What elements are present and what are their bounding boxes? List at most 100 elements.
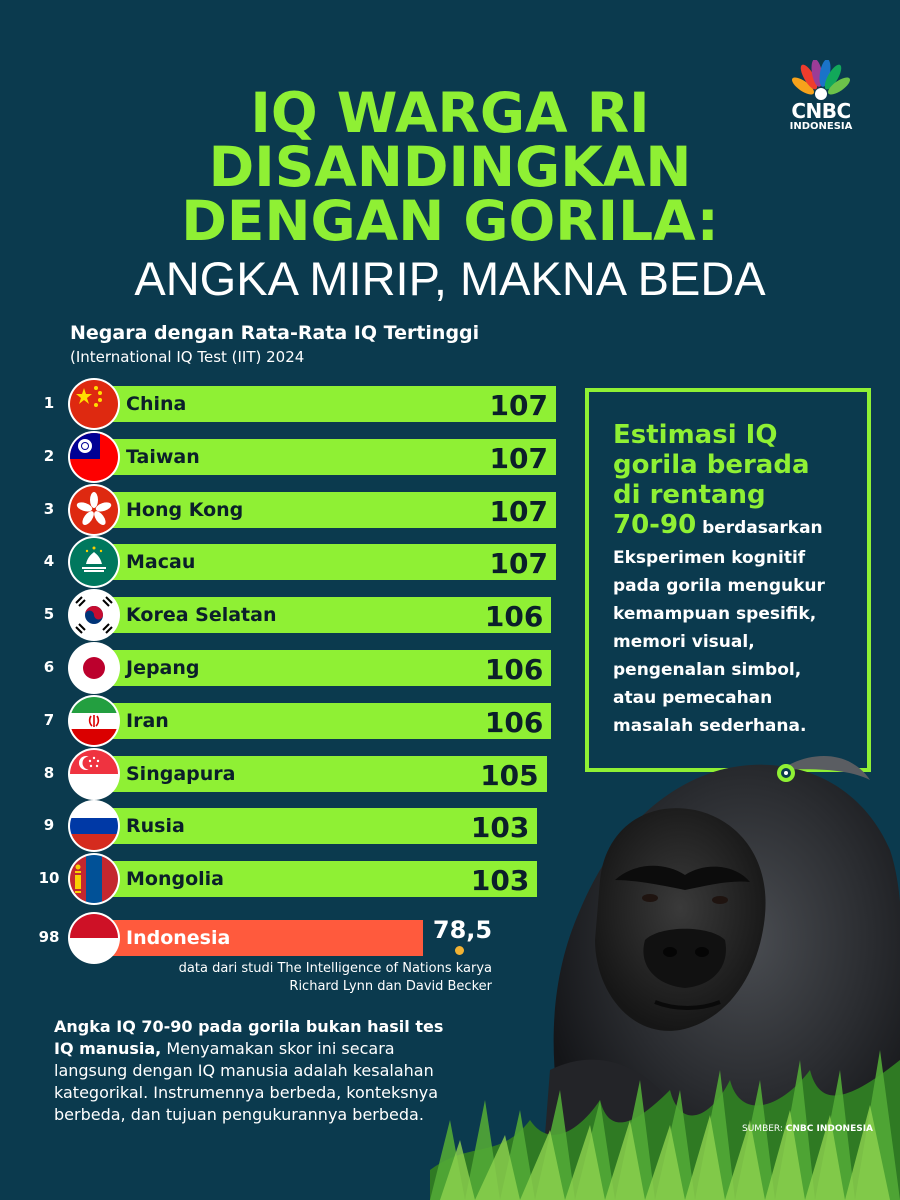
- bar: [86, 650, 552, 686]
- info-body-4: memori visual,: [613, 632, 755, 652]
- info-headline-3: di rentang: [613, 480, 766, 510]
- bottom-lead: Angka IQ 70-90 pada gorila bukan hasil t…: [54, 1017, 444, 1058]
- chart-title: Negara dengan Rata-Rata IQ Tertinggi: [70, 322, 480, 344]
- title-line-3: DENGAN GORILA:: [181, 189, 719, 253]
- rank-label: 6: [43, 658, 55, 676]
- flag-south-korea-icon: [70, 591, 118, 640]
- value-label: 106: [484, 653, 544, 686]
- category-label: Iran: [126, 709, 169, 732]
- rank-label: 5: [43, 605, 55, 624]
- flag-japan-icon: [70, 644, 118, 692]
- header: IQ WARGA RI DISANDINGKAN DENGAN GORILA: …: [40, 86, 860, 308]
- flag-indonesia-icon: [70, 914, 118, 962]
- bar-row-indonesia: 98 Indonesia 78,5: [0, 914, 560, 962]
- chart-source-note: data dari studi The Intelligence of Nati…: [120, 960, 492, 996]
- bar: [86, 808, 538, 845]
- value-label: 107: [489, 494, 548, 528]
- bar-row-korea-selatan: 5 Korea Selatan 106: [0, 591, 560, 640]
- bar-row-china: 1 China 107: [0, 380, 560, 428]
- category-label: Macau: [126, 551, 196, 574]
- bar: [86, 702, 552, 739]
- flag-taiwan-icon: [70, 432, 118, 481]
- bottom-body: Menyamakan skor ini secara langsung deng…: [54, 1039, 439, 1124]
- bottom-explanation: Angka IQ 70-90 pada gorila bukan hasil t…: [54, 1016, 464, 1126]
- bar-row-macau: 4 Macau 107: [0, 538, 560, 587]
- category-label: Rusia: [126, 815, 185, 838]
- category-label: Indonesia: [126, 927, 231, 949]
- flag-iran-icon: [70, 696, 118, 745]
- gorilla-photo: [430, 756, 900, 1200]
- source-note-line-2: Richard Lynn dan David Becker: [289, 979, 492, 994]
- rank-label: 4: [43, 552, 55, 571]
- title-line-1: IQ WARGA RI: [250, 81, 650, 145]
- chart-subtitle: (International IQ Test (IIT) 2024: [70, 348, 305, 366]
- flag-china-icon: [70, 380, 118, 428]
- category-label: Taiwan: [126, 445, 200, 468]
- category-label: Korea Selatan: [126, 604, 277, 627]
- value-label: 107: [489, 441, 548, 475]
- rank-label: 2: [43, 446, 55, 465]
- bar-row-singapura: 8 Singapura 105: [0, 749, 560, 798]
- rank-label: 7: [43, 710, 55, 729]
- info-body-5: pengenalan simbol,: [613, 660, 802, 680]
- info-headline-1: Estimasi IQ: [613, 420, 778, 450]
- bar: [86, 386, 556, 422]
- bar: [86, 544, 556, 581]
- gorila-info-box: Estimasi IQ gorila berada di rentang 70-…: [585, 388, 871, 772]
- info-body-6: atau pemecahan: [613, 688, 773, 708]
- value-label: 107: [489, 389, 548, 422]
- category-label: Hong Kong: [126, 498, 244, 521]
- value-label: 106: [484, 600, 544, 634]
- bar-row-rusia: 9 Rusia 103: [0, 802, 560, 851]
- bar-row-taiwan: 2 Taiwan 107: [0, 432, 560, 481]
- info-body-7: masalah sederhana.: [613, 716, 807, 736]
- flag-russia-icon: [70, 802, 118, 851]
- category-label: Jepang: [126, 657, 200, 679]
- bar: [86, 755, 547, 792]
- info-range-line: 70-90 berdasarkan: [613, 510, 847, 544]
- info-range-tail: berdasarkan: [696, 518, 823, 538]
- rank-label: 98: [38, 928, 60, 946]
- flag-macau-icon: [70, 538, 118, 587]
- credit-source: CNBC INDONESIA: [785, 1124, 874, 1134]
- rank-label: 1: [43, 394, 55, 412]
- flag-singapore-icon: [70, 749, 118, 798]
- value-label: 103: [470, 864, 530, 898]
- info-range: 70-90: [613, 510, 697, 540]
- bar-chart: 1 China 107 2 Taiwan 107 3 Hong Kong 107 4 Macau 10…: [0, 380, 560, 980]
- rank-label: 8: [43, 763, 55, 782]
- flag-hong-kong-icon: [70, 485, 118, 534]
- bar: [86, 438, 556, 475]
- category-label: Singapura: [126, 762, 236, 785]
- source-credit: SUMBER: CNBC INDONESIA: [742, 1124, 873, 1134]
- info-body-1: Eksperimen kognitif: [613, 548, 806, 568]
- bar-row-hong-kong: 3 Hong Kong 107: [0, 485, 560, 534]
- logo-subtext: INDONESIA: [789, 121, 853, 132]
- title-line-2: DISANDINGKAN: [208, 135, 692, 199]
- value-label: 105: [480, 758, 539, 792]
- bar: [86, 920, 423, 956]
- bar-row-mongolia: 10 Mongolia 103: [0, 855, 560, 904]
- subtitle: ANGKA MIRIP, MAKNA BEDA: [134, 252, 766, 305]
- category-label: Mongolia: [126, 868, 224, 891]
- credit-label: SUMBER:: [742, 1124, 786, 1134]
- bar: [86, 861, 538, 898]
- value-label: 107: [489, 547, 548, 581]
- rank-label: 9: [43, 816, 55, 835]
- source-note-line-1: data dari studi The Intelligence of Nati…: [178, 961, 492, 976]
- bar-row-iran: 7 Iran 106: [0, 696, 560, 745]
- bar: [86, 597, 552, 634]
- info-body-2: pada gorila mengukur: [613, 576, 825, 596]
- rank-label: 3: [43, 499, 55, 518]
- peacock-icon: [791, 60, 851, 100]
- value-label: 106: [484, 705, 544, 739]
- bar-row-jepang: 6 Jepang 106: [0, 644, 560, 692]
- value-marker-dot: [454, 946, 464, 955]
- info-headline-2: gorila berada: [613, 450, 810, 480]
- value-label: 78,5: [432, 916, 493, 944]
- connector-dot: [777, 764, 795, 782]
- cnbc-logo: CNBC INDONESIA: [776, 60, 866, 142]
- info-body-3: kemampuan spesifik,: [613, 604, 817, 624]
- value-label: 103: [470, 811, 530, 845]
- bar: [86, 491, 556, 528]
